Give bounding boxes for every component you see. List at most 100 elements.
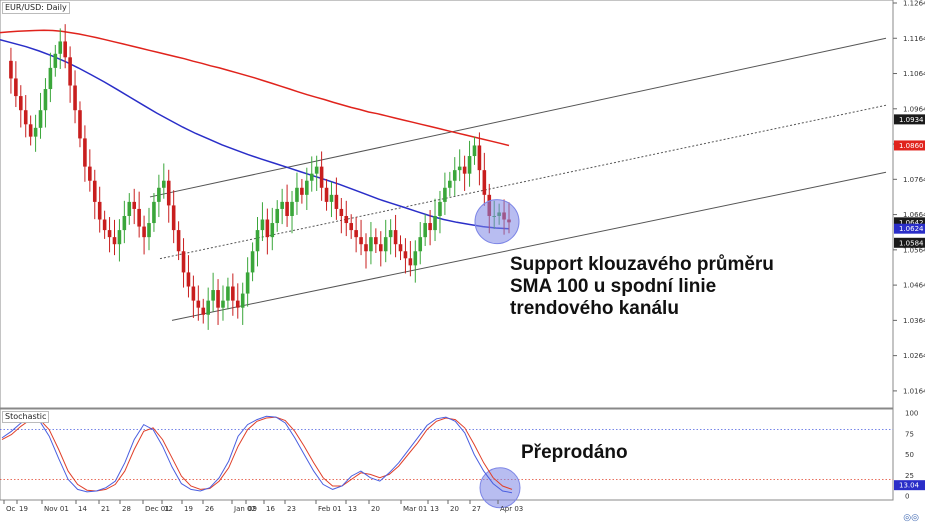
candle-body	[260, 219, 265, 231]
candle-body	[305, 180, 309, 195]
price-tag	[894, 217, 925, 228]
price-tick-label: 1.1164	[903, 35, 925, 43]
time-tick-label: 28	[122, 505, 131, 513]
candle-body	[23, 110, 28, 125]
candle-body	[393, 230, 398, 245]
candle-body	[245, 272, 250, 294]
candle-body	[428, 223, 432, 231]
candle-body	[147, 223, 151, 238]
price-tag-label: 1.0642	[899, 219, 924, 227]
time-tick-label: Jan 02	[233, 505, 256, 513]
time-tick-label: Nov 01	[44, 505, 69, 513]
channel-upper-line	[149, 37, 887, 198]
candle-body	[43, 89, 48, 111]
candle-body	[28, 124, 33, 137]
price-tick-label: 1.0764	[903, 176, 925, 184]
time-tick-label: 20	[371, 505, 380, 513]
price-tick-label: 1.0364	[903, 317, 925, 325]
time-tick-label: Feb 01	[318, 505, 342, 513]
candle-body	[443, 187, 447, 202]
time-tick-label: 26	[205, 505, 214, 513]
price-axis: 1.12641.11641.10641.09641.08641.07641.06…	[893, 0, 925, 501]
sma-100-line	[0, 38, 510, 230]
candle-body	[18, 96, 23, 111]
highlight-circles	[474, 199, 521, 509]
candle-body	[324, 187, 329, 202]
time-tick-label: 13	[430, 505, 439, 513]
price-tick-label: 1.1064	[903, 70, 925, 78]
time-tick-label: 14	[78, 505, 87, 513]
candle-body	[359, 237, 363, 245]
candle-body	[231, 286, 235, 301]
time-tick-label: Mar 01	[403, 505, 427, 513]
candle-body	[477, 145, 482, 171]
time-tick-label: 12	[164, 505, 173, 513]
candlesticks	[9, 24, 511, 330]
price-tick-label: 1.0164	[903, 387, 925, 395]
candle-body	[73, 85, 77, 111]
candle-body	[83, 138, 87, 167]
candle-body	[265, 219, 270, 238]
candle-body	[418, 237, 423, 252]
candle-body	[413, 251, 418, 266]
trend-channel	[149, 37, 887, 321]
candle-body	[270, 223, 275, 238]
time-tick-label: 13	[348, 505, 357, 513]
candle-body	[38, 110, 43, 128]
stoch-value-label: 13.04	[899, 482, 920, 490]
candle-body	[452, 170, 457, 181]
candle-body	[334, 194, 339, 209]
candle-body	[378, 244, 383, 252]
candle-body	[300, 187, 304, 195]
candle-body	[122, 215, 127, 231]
candle-body	[132, 201, 137, 209]
candle-body	[53, 53, 58, 68]
candle-body	[48, 67, 53, 90]
candle-body	[388, 230, 393, 238]
stoch-tick-label: 0	[905, 493, 909, 501]
time-tick-label: 09	[248, 505, 257, 513]
stochastic-k-line	[1, 415, 513, 494]
candle-body	[438, 201, 442, 216]
candle-body	[221, 300, 225, 308]
candle-body	[102, 219, 107, 231]
candle-body	[369, 237, 373, 252]
candle-body	[403, 251, 408, 259]
time-tick-label: Oc	[6, 505, 16, 513]
support-highlight-circle	[474, 199, 520, 245]
oscillator-pane-frame	[0, 408, 894, 501]
price-tag-label: 1.0624	[899, 225, 924, 233]
candle-body	[290, 201, 294, 216]
channel-lower-line	[171, 171, 887, 321]
candle-body	[181, 251, 186, 273]
time-tick-label: 20	[450, 505, 459, 513]
brand-logo-icon: ◎◎	[903, 512, 919, 522]
price-tag	[894, 140, 925, 151]
candle-body	[112, 237, 117, 245]
candle-body	[142, 226, 146, 238]
candle-body	[467, 156, 472, 174]
candle-body	[349, 223, 353, 231]
candle-body	[162, 180, 166, 188]
price-tag	[894, 237, 925, 248]
price-tick-label: 1.1264	[903, 0, 925, 8]
sma-200-line	[0, 29, 510, 147]
candle-body	[216, 290, 220, 308]
candle-body	[127, 201, 132, 216]
candle-body	[78, 110, 82, 139]
candle-body	[166, 180, 171, 206]
candle-body	[472, 145, 477, 157]
price-tick-label: 1.0264	[903, 352, 925, 360]
oscillator-title: Stochastic	[2, 411, 50, 423]
price-tag	[894, 223, 925, 234]
candle-body	[309, 173, 314, 181]
candle-body	[462, 166, 467, 174]
candle-body	[275, 208, 280, 224]
candle-body	[137, 208, 141, 227]
candle-body	[117, 230, 122, 245]
candle-body	[295, 187, 299, 202]
candle-body	[457, 166, 462, 171]
main-pane-frame	[0, 0, 894, 409]
candle-body	[374, 237, 378, 245]
